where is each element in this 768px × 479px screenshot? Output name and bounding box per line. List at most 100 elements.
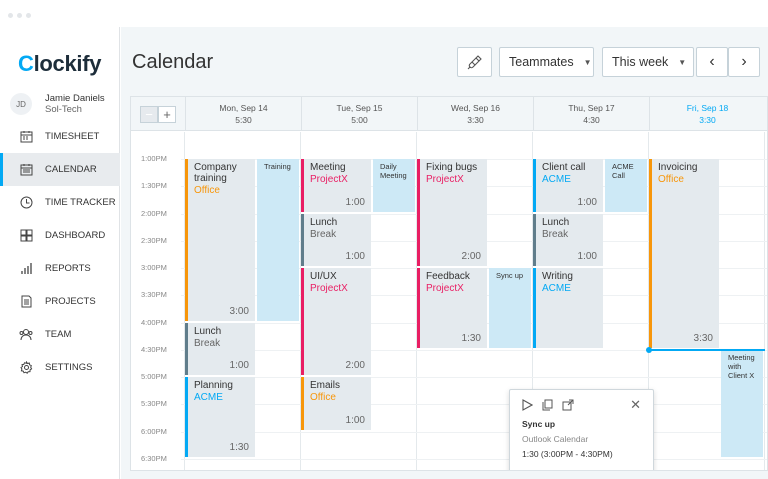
hour-line	[181, 458, 767, 460]
event-meeting[interactable]: Meeting ProjectX 1:00	[301, 159, 371, 212]
event-title: Lunch	[542, 216, 570, 228]
calendar-header: − + Mon, Sep 14 5:30 Tue, Sep 15 5:00 Wed, S…	[131, 97, 767, 131]
event-duration: 1:00	[577, 251, 597, 262]
time-label: 2:30PM	[141, 235, 167, 245]
integrations-button[interactable]	[457, 47, 492, 77]
window-dot[interactable]	[8, 13, 13, 18]
workspace-name: Sol-Tech	[45, 104, 82, 115]
event-duration: 1:00	[345, 196, 365, 208]
calendar-icon	[18, 162, 34, 178]
event-title: ACME Call	[612, 162, 634, 180]
event-lunch-mon[interactable]: Lunch Break 1:00	[185, 322, 255, 375]
next-week-button[interactable]: ›	[728, 47, 760, 77]
main-content: Calendar Teammates ▼ This week ▼ ‹ › − +…	[121, 27, 768, 479]
date-range-dropdown[interactable]: This week ▼	[602, 47, 694, 77]
window-dot[interactable]	[26, 13, 31, 18]
hour-line	[181, 404, 767, 406]
event-company-training[interactable]: Company training Office 3:00	[185, 159, 255, 321]
event-sync-up[interactable]: Sync up	[489, 268, 531, 348]
event-training[interactable]: Training	[257, 159, 299, 321]
day-column-divider	[532, 132, 533, 470]
event-emails[interactable]: Emails Office 1:00	[301, 377, 371, 430]
prev-week-button[interactable]: ‹	[696, 47, 728, 77]
avatar: JD	[10, 93, 32, 115]
sidebar-item-team[interactable]: TEAM	[0, 318, 120, 351]
sidebar-item-dashboard[interactable]: DASHBOARD	[0, 219, 120, 252]
close-icon[interactable]: ✕	[630, 397, 641, 412]
event-title: Invoicing	[658, 162, 698, 173]
zoom-out-button[interactable]: −	[140, 106, 158, 123]
sidebar-item-timesheet[interactable]: TIMESHEET	[0, 120, 120, 153]
event-feedback[interactable]: Feedback ProjectX 1:30	[417, 268, 487, 348]
team-icon	[18, 327, 34, 343]
day-date: Mon, Sep 14	[219, 103, 268, 113]
time-label: 4:30PM	[141, 344, 167, 354]
window-dot[interactable]	[17, 13, 22, 18]
current-time-line	[649, 348, 765, 351]
day-header: Fri, Sep 18 3:30	[649, 97, 765, 131]
time-label: 4:00PM	[141, 317, 167, 327]
event-duration: 1:00	[229, 360, 249, 371]
user-profile[interactable]: JD Jamie Daniels Sol-Tech	[10, 89, 105, 119]
event-lunch-thu[interactable]: Lunch Break 1:00	[533, 213, 603, 266]
window-controls	[8, 13, 31, 18]
open-external-icon[interactable]	[562, 399, 574, 411]
teammates-dropdown[interactable]: Teammates ▼	[499, 47, 594, 77]
chevron-right-icon: ›	[741, 53, 747, 70]
hour-line	[181, 431, 767, 433]
event-client-call[interactable]: Client call ACME 1:00	[533, 159, 603, 212]
time-label: 2:00PM	[141, 208, 167, 218]
event-title: Meeting with Client X	[728, 352, 755, 380]
time-label: 5:00PM	[141, 372, 167, 381]
day-total: 3:30	[699, 115, 716, 125]
event-duration: 1:00	[345, 251, 365, 262]
sidebar-item-label: REPORTS	[45, 263, 91, 274]
event-fixing-bugs[interactable]: Fixing bugs ProjectX 2:00	[417, 159, 487, 266]
sidebar-item-calendar[interactable]: CALENDAR	[0, 153, 120, 186]
reports-icon	[18, 261, 34, 277]
hour-line	[181, 349, 767, 351]
day-header: Mon, Sep 14 5:30	[185, 97, 301, 131]
day-date: Tue, Sep 15	[336, 103, 383, 113]
chevron-left-icon: ‹	[709, 53, 715, 70]
day-date: Thu, Sep 17	[568, 103, 615, 113]
day-header: Tue, Sep 15 5:00	[301, 97, 417, 131]
event-title: UI/UX	[310, 271, 337, 282]
sidebar-nav: TIMESHEET CALENDAR TIME TRACKER DASHBOARD RE…	[0, 120, 120, 384]
event-acme-call[interactable]: ACME Call	[605, 159, 647, 212]
page-title: Calendar	[132, 51, 214, 73]
event-project: ACME	[194, 392, 223, 403]
event-uiux[interactable]: UI/UX ProjectX 2:00	[301, 268, 371, 375]
event-meeting-client-x[interactable]: Meeting with Client X	[721, 349, 763, 457]
event-project: ACME	[542, 283, 571, 294]
event-project: Office	[658, 174, 684, 185]
play-icon[interactable]	[522, 399, 533, 411]
sidebar-item-reports[interactable]: REPORTS	[0, 252, 120, 285]
calendar-grid[interactable]: 1:00PM 1:30PM 2:00PM 2:30PM 3:00PM 3:30PM 4:00…	[131, 132, 767, 470]
sidebar-item-label: DASHBOARD	[45, 230, 106, 241]
copy-icon[interactable]	[542, 399, 553, 411]
popover-time: 1:30 (3:00PM - 4:30PM)	[522, 449, 613, 459]
event-writing[interactable]: Writing ACME	[533, 268, 603, 348]
day-date: Wed, Sep 16	[451, 103, 500, 113]
event-duration: 2:00	[461, 251, 481, 262]
time-label: 6:00PM	[141, 426, 167, 436]
sidebar-item-settings[interactable]: SETTINGS	[0, 351, 120, 384]
clockify-logo[interactable]: Clockify	[18, 51, 102, 76]
dashboard-icon	[18, 228, 34, 244]
event-duration: 1:00	[577, 196, 597, 208]
event-title: Feedback	[426, 271, 470, 282]
event-project: ACME	[542, 174, 571, 185]
event-lunch-tue[interactable]: Lunch Break 1:00	[301, 213, 371, 266]
sidebar-item-projects[interactable]: PROJECTS	[0, 285, 120, 318]
day-header: Thu, Sep 17 4:30	[533, 97, 649, 131]
zoom-in-button[interactable]: +	[158, 106, 176, 123]
day-column-divider	[764, 132, 765, 470]
event-planning[interactable]: Planning ACME 1:30	[185, 377, 255, 457]
event-daily-meeting[interactable]: Daily Meeting	[373, 159, 415, 212]
event-invoicing[interactable]: Invoicing Office 3:30	[649, 159, 719, 348]
sidebar-item-time-tracker[interactable]: TIME TRACKER	[0, 186, 120, 219]
event-title: Fixing bugs	[426, 162, 478, 173]
calendar-view: − + Mon, Sep 14 5:30 Tue, Sep 15 5:00 Wed, S…	[130, 96, 768, 471]
